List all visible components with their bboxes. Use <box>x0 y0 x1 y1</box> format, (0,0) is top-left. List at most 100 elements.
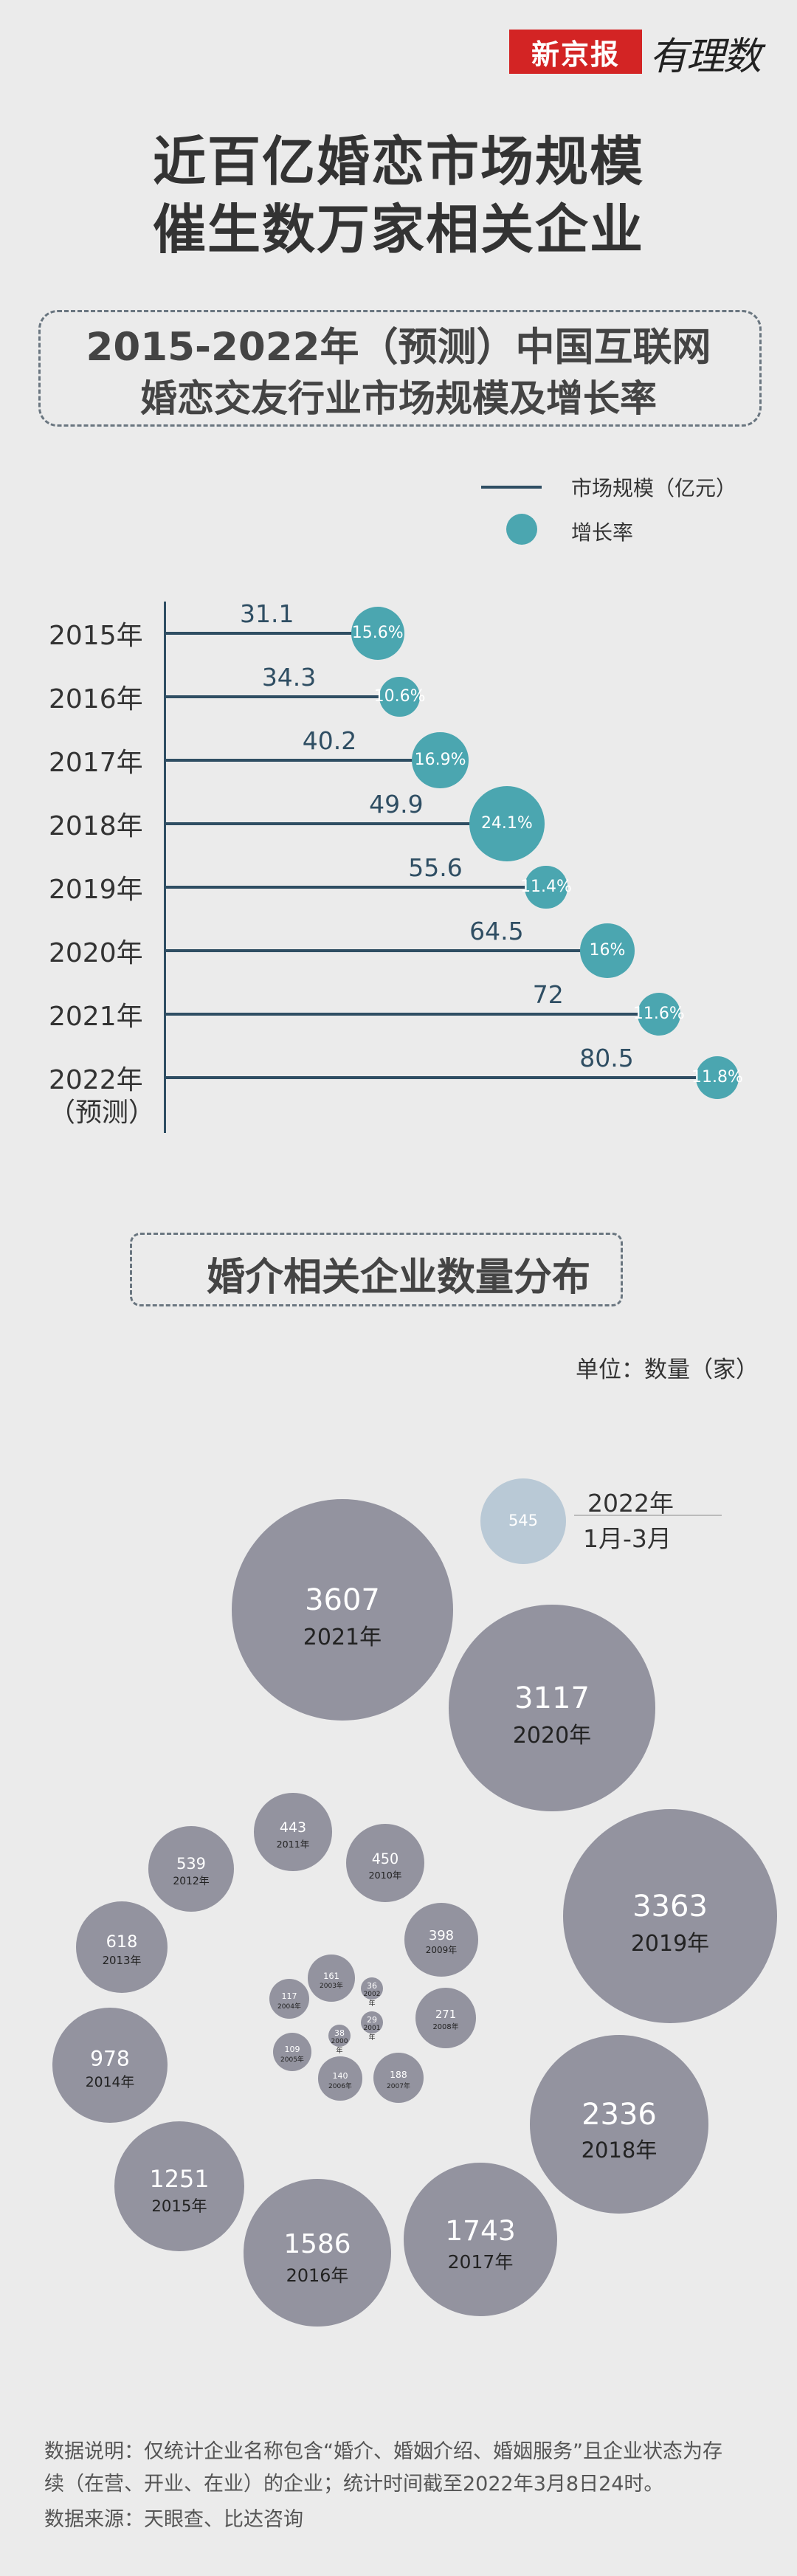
category-label: 2015年 <box>49 621 143 651</box>
bubble: 539 2012年 <box>148 1825 235 1912</box>
y-axis <box>164 602 166 1133</box>
growth-rate-dot: 24.1% <box>469 785 545 862</box>
bubble-year: 2021年 <box>303 1624 382 1650</box>
market-size-value: 34.3 <box>261 663 317 692</box>
category-label: 2021年 <box>49 1002 143 1032</box>
bubble: 978 2014年 <box>52 2007 168 2124</box>
bubble: 450 2010年 <box>345 1823 425 1903</box>
market-size-value: 72 <box>532 980 564 1009</box>
bubble-year: 2008年 <box>432 2023 459 2032</box>
market-size-bar <box>164 759 441 762</box>
category-label: 2017年 <box>49 748 143 778</box>
bubble: 1743 2017年 <box>403 2162 558 2317</box>
bubble-value: 443 <box>279 1819 307 1836</box>
bubble-value: 271 <box>435 2008 457 2021</box>
market-size-bar <box>164 632 378 635</box>
highlight-year-line2: 1月-3月 <box>583 1524 672 1553</box>
bubble-value: 539 <box>176 1855 206 1873</box>
brand-sub-logo: 有理数 <box>649 35 762 79</box>
bubble-value: 450 <box>371 1850 399 1867</box>
bubble: 109 2005年 <box>272 2032 312 2072</box>
bubble-year: 2012年 <box>173 1876 210 1888</box>
bubble-value: 140 <box>332 2071 348 2081</box>
bubble-value: 618 <box>106 1932 138 1952</box>
bubble-year: 2013年 <box>102 1953 142 1967</box>
growth-rate-dot: 10.6% <box>374 676 426 717</box>
legend-line-label: 市场规模（亿元） <box>571 476 737 500</box>
bubble-year: 2016年 <box>286 2265 349 2286</box>
market-size-value: 64.5 <box>469 917 524 946</box>
bubble-value: 188 <box>390 2069 407 2080</box>
chart1-title-line1: 2015-2022年（预测）中国互联网 <box>86 325 711 370</box>
bubble: 161 2003年 <box>308 1955 355 2002</box>
bubble-value: 3117 <box>514 1681 590 1715</box>
chart2-title: 婚介相关企业数量分布 <box>206 1256 590 1300</box>
market-size-value: 40.2 <box>302 726 357 755</box>
bubble-value: 545 <box>508 1511 539 1530</box>
data-note-line1: 数据说明：仅统计企业名称包含“婚介、婚姻介绍、婚姻服务”且企业状态为存 <box>44 2440 722 2463</box>
bubble-value: 3363 <box>632 1889 708 1924</box>
brand-logo: 新京报 <box>509 30 642 74</box>
bubble-value: 3607 <box>305 1583 380 1617</box>
bubble-value: 161 <box>323 1970 339 1981</box>
bubble: 618 2013年 <box>75 1901 168 1994</box>
legend-dot-label: 增长率 <box>571 520 634 545</box>
bubble-value: 1251 <box>149 2165 210 2194</box>
growth-rate-dot: 11.4% <box>520 866 572 909</box>
bubble-value: 398 <box>428 1927 455 1943</box>
bubble: 1586 2016年 <box>244 2179 391 2327</box>
bubble-year: 2006年 <box>328 2083 352 2091</box>
growth-rate-dot: 16.9% <box>412 731 469 789</box>
bubble-year: 2015年 <box>151 2197 207 2216</box>
market-size-bar <box>164 1076 717 1079</box>
bubble: 1251 2015年 <box>114 2121 245 2252</box>
category-label: 2018年 <box>49 811 143 841</box>
market-size-bar <box>164 822 507 825</box>
bubble: 29 2001年 <box>361 2011 383 2042</box>
bubble-year: 2018年 <box>581 2137 658 2163</box>
bubble-year: 2019年 <box>630 1930 710 1957</box>
bubble: 2336 2018年 <box>530 2035 708 2214</box>
category-label: 2016年 <box>49 684 143 714</box>
chart1-title-line2: 婚恋交友行业市场规模及增长率 <box>140 377 657 420</box>
bubble: 398 2009年 <box>404 1903 478 1977</box>
growth-rate-dot: 16% <box>580 923 635 978</box>
bubble-value: 29 <box>367 2015 377 2025</box>
bubble: 140 2006年 <box>318 2056 362 2101</box>
data-source: 数据来源：天眼查、比达咨询 <box>44 2508 303 2531</box>
market-size-value: 80.5 <box>579 1044 634 1072</box>
data-note-line2: 续（在营、开业、在业）的企业；统计时间截至2022年3月8日24时。 <box>44 2473 664 2496</box>
legend-line-swatch <box>481 486 542 489</box>
bubble-year: 2004年 <box>277 2003 301 2011</box>
bubble: 3117 2020年 <box>449 1605 655 1811</box>
bubble-year: 2005年 <box>280 2056 304 2064</box>
bubble-year: 2010年 <box>368 1869 402 1881</box>
bubble-year: 2014年 <box>85 2075 135 2091</box>
market-size-bar <box>164 949 607 952</box>
bubble: 188 2007年 <box>373 2052 424 2104</box>
category-label: 2019年 <box>49 875 143 905</box>
bubble-year: 2001年 <box>363 2025 381 2042</box>
bubble-value: 1743 <box>445 2214 516 2248</box>
category-label: 2022年 <box>49 1065 143 1095</box>
bubble-value: 2336 <box>582 2097 657 2132</box>
bubble-year: 2011年 <box>276 1838 310 1850</box>
chart2-title-frame <box>130 1233 623 1306</box>
bubble: 117 2004年 <box>269 1978 310 2019</box>
bubble-value: 978 <box>90 2046 130 2071</box>
bubble: 36 2002年 <box>361 1977 383 2008</box>
legend-dot-swatch <box>506 514 537 545</box>
bubble-highlight: 545 <box>480 1478 567 1565</box>
growth-rate-dot: 15.6% <box>351 606 404 661</box>
market-size-bar <box>164 886 546 889</box>
chart2-unit: 单位：数量（家） <box>576 1357 759 1383</box>
bubble-year: 2009年 <box>425 1945 458 1956</box>
bubble-year: 2000年 <box>331 2038 348 2056</box>
bubble-value: 117 <box>281 1991 297 2002</box>
bubble-value: 36 <box>367 1981 377 1991</box>
growth-rate-dot: 11.8% <box>691 1055 743 1100</box>
bubble: 38 2000年 <box>328 2024 351 2055</box>
growth-rate-dot: 11.6% <box>633 993 685 1036</box>
market-size-bar <box>164 695 400 698</box>
bubble: 3363 2019年 <box>563 1809 777 2023</box>
